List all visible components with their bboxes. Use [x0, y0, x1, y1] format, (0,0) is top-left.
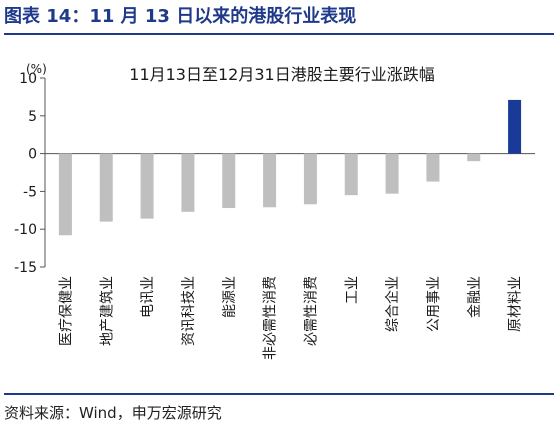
bar: [181, 153, 195, 212]
category-label: 工业: [344, 276, 360, 304]
category-label: 非必需性消费: [263, 276, 279, 360]
y-tick-label: 10: [19, 71, 37, 87]
chart-layer: 11月13日至12月31日港股主要行业涨跌幅 (%)10 5 0 -5 -10 -15 医疗保…: [14, 62, 535, 360]
y-tick-label: -5: [23, 184, 37, 200]
y-tick-label: 5: [28, 109, 37, 125]
bar: [99, 153, 113, 222]
category-label: 必需性消费: [303, 276, 319, 346]
category-label: 原材料业: [508, 276, 524, 332]
bar: [263, 153, 277, 208]
chart-title: 11月13日至12月31日港股主要行业涨跌幅: [129, 65, 434, 84]
category-label: 公用事业: [426, 276, 442, 332]
bar: [508, 99, 522, 154]
category-label: 医疗保健业: [58, 276, 74, 346]
bar: [58, 153, 72, 236]
category-label: 地产建筑业: [99, 276, 115, 346]
category-label: 金融业: [467, 276, 483, 318]
category-label: 综合企业: [384, 276, 401, 332]
source-rule: [4, 393, 554, 395]
y-tick-label: 0: [28, 147, 37, 163]
title-rule: [4, 33, 554, 35]
y-tick-label: -15: [14, 260, 37, 276]
bar: [303, 153, 317, 205]
y-axis-unit: (%): [26, 62, 47, 76]
bar: [467, 153, 481, 162]
category-label: 电讯业: [140, 276, 156, 318]
bar: [140, 153, 154, 219]
category-label: 能源业: [222, 276, 238, 318]
source-note: 资料来源：Wind，申万宏源研究: [4, 404, 222, 422]
figure-title: 图表 14：11 月 13 日以来的港股行业表现: [4, 6, 357, 27]
bar: [344, 153, 358, 196]
bar: [426, 153, 440, 182]
bar: [222, 153, 236, 209]
category-label: 资讯科技业: [181, 276, 197, 346]
bar: [385, 153, 399, 194]
y-tick-label: -10: [14, 222, 37, 238]
